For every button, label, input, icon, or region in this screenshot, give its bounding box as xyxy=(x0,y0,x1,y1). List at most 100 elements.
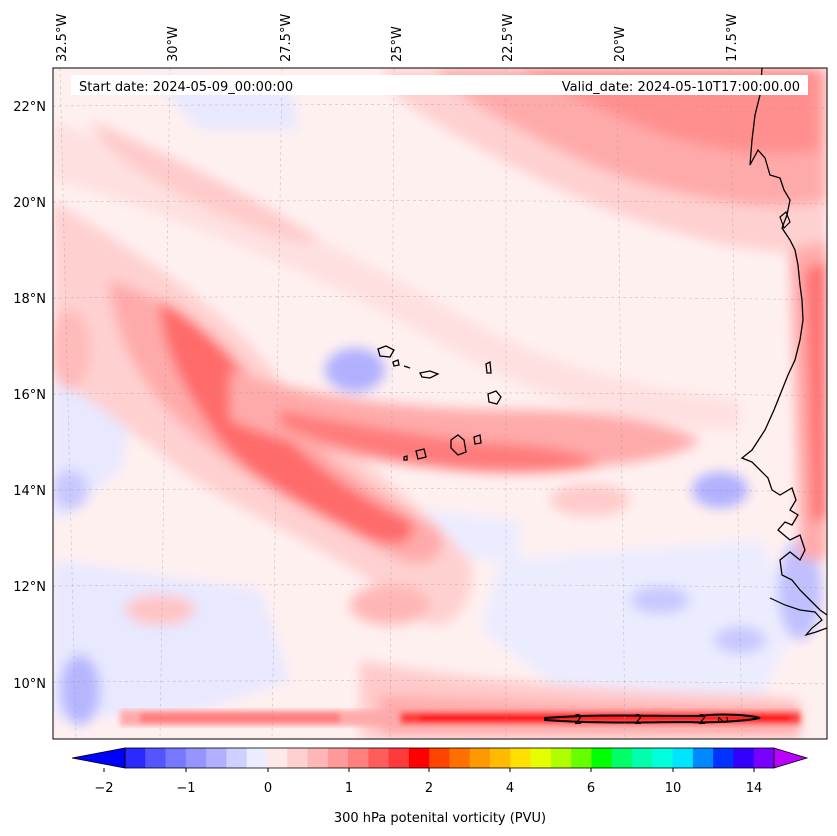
colorbar-tick-label: 4 xyxy=(506,781,514,796)
colorbar-cell xyxy=(713,748,734,768)
colorbar-cell xyxy=(550,748,572,768)
colorbar-cell xyxy=(327,748,349,768)
pv-low-spot xyxy=(630,586,690,614)
pv-coastal-streak xyxy=(805,260,827,520)
colorbar-title: 300 hPa potenital vorticity (PVU) xyxy=(334,811,546,826)
longitude-label: 20°W xyxy=(613,26,628,62)
colorbar-cell xyxy=(429,748,450,768)
longitude-label: 32.5°W xyxy=(55,14,70,62)
map-border xyxy=(52,67,828,740)
colorbar-cell xyxy=(266,748,288,768)
colorbar-cell xyxy=(165,748,187,768)
colorbar-tick-labels: −2 −1 0 1 2 4 6 10 14 xyxy=(94,781,762,796)
pv-low-region xyxy=(53,560,290,720)
pv-streamer xyxy=(280,410,600,473)
contour-label: 2 xyxy=(698,713,706,728)
pv-low-spot xyxy=(325,348,385,392)
pv-streamer xyxy=(90,120,320,243)
island xyxy=(403,365,411,369)
pv-low-spot xyxy=(692,472,748,508)
contour-label: 2 xyxy=(714,716,729,724)
longitude-labels: 32.5°W 30°W 27.5°W 25°W 22.5°W 20°W 17.5… xyxy=(55,14,740,62)
start-date-label: Start date: 2024-05-09_00:00:00 xyxy=(79,80,293,95)
colorbar-tick-label: 2 xyxy=(425,781,433,796)
colorbar-extend-low xyxy=(71,747,126,769)
island xyxy=(419,370,440,379)
colorbar-cell xyxy=(672,748,694,768)
island xyxy=(377,345,395,358)
colorbar: −2 −1 0 1 2 4 6 10 14 300 hPa potenital … xyxy=(71,747,809,826)
latitude-label: 20°N xyxy=(13,196,46,211)
pv-high-spot xyxy=(550,484,630,516)
latitude-labels: 22°N 20°N 18°N 16°N 14°N 12°N 10°N xyxy=(13,100,46,692)
header-box xyxy=(71,75,808,95)
colorbar-cell xyxy=(307,748,329,768)
latitude-label: 18°N xyxy=(13,292,46,307)
coastline xyxy=(779,211,791,230)
colorbar-cell xyxy=(185,748,207,768)
longitude-label: 25°W xyxy=(390,26,405,62)
colorbar-cell xyxy=(368,748,390,768)
pv-low-region xyxy=(480,540,800,700)
colorbar-cell xyxy=(125,748,146,768)
colorbar-tick-label: 10 xyxy=(665,781,682,796)
colorbar-cell xyxy=(753,748,775,768)
contour-label: 2 xyxy=(574,713,582,728)
longitude-label: 17.5°W xyxy=(725,14,740,62)
colorbar-cell xyxy=(469,748,491,768)
island xyxy=(485,360,492,374)
island xyxy=(487,390,502,405)
contour-label: 2 xyxy=(634,713,642,728)
colorbar-cell xyxy=(145,748,166,768)
colorbar-cell xyxy=(652,748,673,768)
colorbar-cell xyxy=(733,748,755,768)
latitude-label: 14°N xyxy=(13,484,46,499)
colorbar-cell xyxy=(632,748,653,768)
colorbar-cell xyxy=(591,748,613,768)
colorbar-cell xyxy=(408,748,430,768)
colorbar-tick-label: 14 xyxy=(746,781,763,796)
colorbar-tick-label: 0 xyxy=(264,781,272,796)
colorbar-tick-label: 6 xyxy=(587,781,595,796)
colorbar-cell xyxy=(571,748,592,768)
pv-low-spot xyxy=(53,470,88,510)
longitude-label: 22.5°W xyxy=(501,14,516,62)
coastline xyxy=(740,68,827,616)
latitude-label: 10°N xyxy=(13,677,46,692)
colorbar-cell xyxy=(206,748,227,768)
latitude-label: 12°N xyxy=(13,580,46,595)
pv-high-spot xyxy=(53,310,90,390)
colorbar-cell xyxy=(388,748,410,768)
colorbar-cell xyxy=(510,748,532,768)
colorbar-cell xyxy=(611,748,633,768)
colorbar-tick-label: −1 xyxy=(176,781,195,796)
latitude-label: 16°N xyxy=(13,388,46,403)
colorbar-tick-label: 1 xyxy=(345,781,353,796)
graticule xyxy=(53,68,827,739)
colorbar-ticks xyxy=(103,768,755,772)
longitude-label: 27.5°W xyxy=(279,14,294,62)
colorbar-cell xyxy=(530,748,552,768)
colorbar-outline xyxy=(124,747,775,769)
pv-field xyxy=(53,68,827,739)
valid-date-label: Valid_date: 2024-05-10T17:00:00.00 xyxy=(562,80,800,95)
colorbar-cell xyxy=(246,748,268,768)
island xyxy=(473,434,482,445)
pv-streamer xyxy=(160,300,413,544)
colorbar-cell xyxy=(348,748,369,768)
latitude-label: 22°N xyxy=(13,100,46,115)
colorbar-extend-high xyxy=(773,747,809,769)
coastline xyxy=(769,597,827,637)
colorbar-cell xyxy=(287,748,308,768)
island xyxy=(392,359,400,367)
longitude-label: 30°W xyxy=(166,26,181,62)
colorbar-cell xyxy=(490,748,511,768)
islands xyxy=(377,345,502,461)
colorbar-cells xyxy=(125,748,775,768)
island xyxy=(450,434,467,456)
island xyxy=(415,448,427,460)
contour-labels: 2 2 2 2 xyxy=(574,713,729,728)
colorbar-cell xyxy=(226,748,248,768)
colorbar-tick-label: −2 xyxy=(94,781,113,796)
